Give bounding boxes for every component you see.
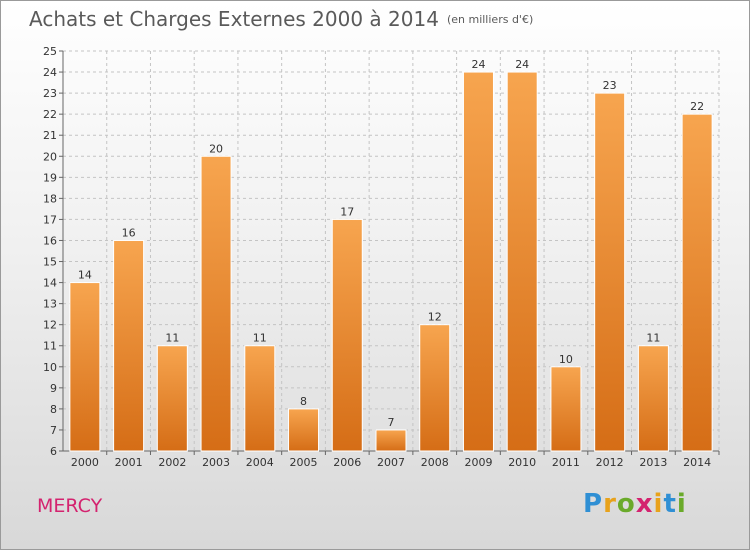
y-tick-label: 13 [43, 298, 57, 311]
bar-2014 [681, 113, 713, 452]
y-tick-label: 11 [43, 340, 57, 353]
y-tick-label: 9 [50, 382, 57, 395]
x-tick-label-2001: 2001 [115, 456, 143, 469]
y-tick-label: 19 [43, 171, 57, 184]
data-label-2010: 24 [515, 58, 529, 71]
bar-2009 [462, 71, 494, 452]
bar-2002 [156, 345, 188, 452]
y-tick-label: 24 [43, 66, 57, 79]
place-name: MERCY [37, 495, 103, 517]
x-tick-label-2012: 2012 [596, 456, 624, 469]
data-label-2009: 24 [471, 58, 485, 71]
x-tick-label-2007: 2007 [377, 456, 405, 469]
data-label-2008: 12 [428, 311, 442, 324]
bar-2013 [637, 345, 669, 452]
x-tick-label-2014: 2014 [683, 456, 711, 469]
y-tick-label: 18 [43, 192, 57, 205]
bar-2010 [506, 71, 538, 452]
data-label-2000: 14 [78, 269, 92, 282]
y-tick-label: 21 [43, 129, 57, 142]
data-labels: 14 16 11 20 11 8 17 7 12 24 24 10 23 11 22 [78, 58, 704, 429]
x-tick-label-2004: 2004 [246, 456, 274, 469]
y-tick-label: 7 [50, 424, 57, 437]
chart-title: Achats et Charges Externes 2000 à 2014 (e… [29, 7, 533, 31]
bar-2003 [200, 155, 232, 452]
data-label-2011: 10 [559, 353, 573, 366]
y-tick-label: 20 [43, 150, 57, 163]
y-tick-label: 6 [50, 445, 57, 458]
x-tick-label-2009: 2009 [464, 456, 492, 469]
x-tick-label-2000: 2000 [71, 456, 99, 469]
data-label-2007: 7 [388, 416, 395, 429]
data-label-2001: 16 [122, 226, 136, 239]
bar-2005 [288, 408, 320, 452]
bar-2007 [375, 429, 407, 452]
x-tick-label-2005: 2005 [290, 456, 318, 469]
y-tick-label: 10 [43, 361, 57, 374]
y-tick-label: 22 [43, 108, 57, 121]
y-tick-label: 23 [43, 87, 57, 100]
y-tick-label: 15 [43, 256, 57, 269]
bar-2004 [244, 345, 276, 452]
bar-2012 [594, 92, 626, 452]
bar-2006 [331, 218, 363, 452]
y-tick-label: 25 [43, 45, 57, 58]
data-label-2004: 11 [253, 332, 267, 345]
chart-unit: (en milliers d'€) [446, 13, 534, 26]
x-tick-label-2010: 2010 [508, 456, 536, 469]
chart-title-text: Achats et Charges Externes 2000 à 2014 [29, 7, 439, 31]
y-tick-label: 8 [50, 403, 57, 416]
y-tick-label: 17 [43, 213, 57, 226]
bar-2000 [69, 282, 101, 452]
data-label-2014: 22 [690, 100, 704, 113]
proxiti-logo: Proxiti [583, 489, 687, 519]
bars [69, 71, 713, 452]
bar-2008 [419, 324, 451, 452]
x-tick-label-2008: 2008 [421, 456, 449, 469]
y-tick-label: 14 [43, 277, 57, 290]
x-tick-label-2011: 2011 [552, 456, 580, 469]
bar-2001 [113, 239, 145, 452]
data-label-2003: 20 [209, 142, 223, 155]
y-tick-label: 16 [43, 234, 57, 247]
y-tick-label: 12 [43, 319, 57, 332]
bar-2011 [550, 366, 582, 452]
data-label-2005: 8 [300, 395, 307, 408]
data-label-2013: 11 [646, 332, 660, 345]
x-tick-label-2013: 2013 [639, 456, 667, 469]
x-tick-label-2006: 2006 [333, 456, 361, 469]
data-label-2006: 17 [340, 205, 354, 218]
data-label-2002: 11 [165, 332, 179, 345]
x-tick-label-2003: 2003 [202, 456, 230, 469]
x-tick-label-2002: 2002 [158, 456, 186, 469]
data-label-2012: 23 [603, 79, 617, 92]
